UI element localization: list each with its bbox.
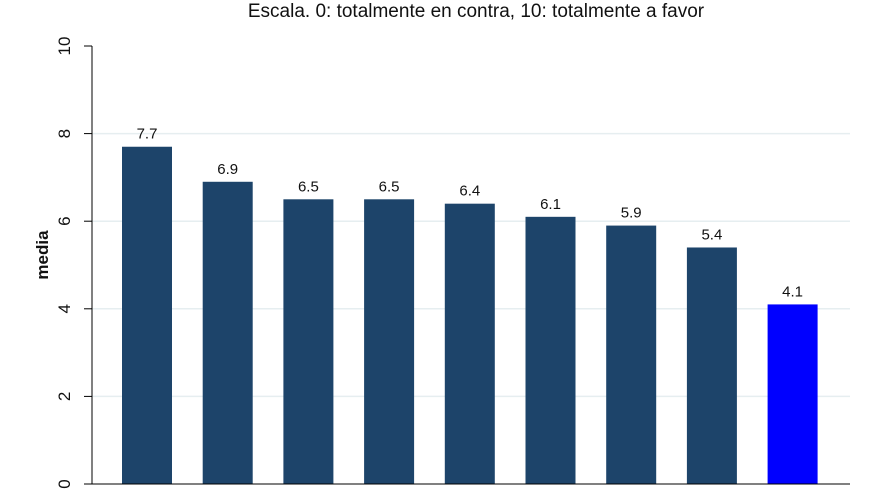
bar — [686, 247, 737, 484]
y-axis-label: media — [33, 230, 52, 280]
bar-value-label: 7.7 — [137, 126, 158, 143]
bar-value-label: 4.1 — [782, 283, 803, 300]
bar — [202, 181, 253, 484]
bar — [283, 199, 334, 485]
bar — [444, 203, 495, 484]
bar — [122, 146, 172, 485]
y-tick-label: 2 — [55, 392, 74, 401]
bar-value-label: 6.1 — [540, 196, 561, 213]
bar-value-label: 6.5 — [298, 178, 319, 195]
bar-value-label: 5.9 — [621, 205, 642, 222]
bar-value-label: 5.4 — [701, 226, 722, 243]
chart-title: Escala. 0: totalmente en contra, 10: tot… — [248, 1, 705, 22]
y-tick-label: 0 — [55, 479, 74, 488]
y-tick-label: 6 — [55, 216, 74, 225]
y-tick-label: 10 — [55, 37, 74, 56]
y-tick-label: 8 — [55, 129, 74, 138]
bar — [525, 216, 576, 484]
bar — [767, 304, 818, 484]
bar — [364, 199, 415, 485]
bar-value-label: 6.4 — [459, 183, 480, 200]
bar-value-label: 6.9 — [217, 161, 238, 178]
y-tick-label: 4 — [55, 304, 74, 313]
bar-value-label: 6.5 — [379, 178, 400, 195]
bar — [606, 225, 657, 484]
